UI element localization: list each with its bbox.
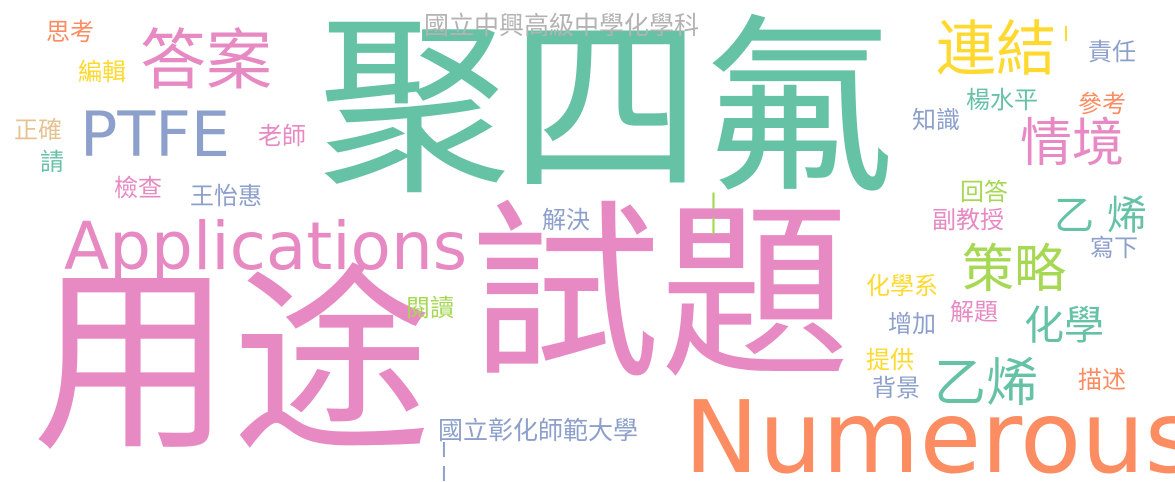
- word-qingjing: 情境: [1020, 114, 1125, 174]
- word-tigong: 提供: [866, 346, 914, 374]
- word-yuedu: 閱讀: [406, 294, 454, 322]
- word-qing: 請: [40, 148, 64, 176]
- word-ptfe: PTFE: [80, 98, 231, 171]
- word-laoshi: 老師: [258, 122, 306, 150]
- word-numeral-three: III: [432, 438, 456, 482]
- word-yongtu: 用途: [32, 247, 433, 480]
- word-bianji: 編輯: [78, 58, 126, 86]
- word-zhishi: 知識: [912, 106, 960, 134]
- word-applications: Applications: [64, 208, 468, 285]
- word-zeren: 責任: [1088, 38, 1136, 66]
- word-numerous: Numerous: [684, 379, 1175, 482]
- word-sikao: 思考: [46, 18, 94, 46]
- word-fujiaoshou: 副教授: [932, 206, 1004, 234]
- word-wang-yihui: 王怡惠: [190, 182, 262, 210]
- word-shiti: 試題: [470, 184, 851, 405]
- word-numeral-one: I: [1063, 22, 1069, 46]
- word-zengjia: 增加: [888, 310, 936, 338]
- word-lianjie: 連結: [936, 15, 1056, 85]
- word-huaxuexi: 化學系: [866, 272, 938, 300]
- word-zhongxing-school: 國立中興高級中學化學科: [424, 11, 700, 40]
- word-huaxue: 化學: [1024, 303, 1104, 349]
- word-yi-xi-spaced: 乙 烯: [1054, 193, 1147, 239]
- word-jieti: 解題: [950, 298, 998, 326]
- word-beijing: 背景: [872, 374, 920, 402]
- word-jiancha: 檢查: [114, 174, 162, 202]
- word-miaoshu: 描述: [1078, 366, 1126, 394]
- word-huida: 回答: [960, 178, 1008, 206]
- word-xiexia: 寫下: [1090, 234, 1138, 262]
- word-yixi: 乙烯: [934, 354, 1039, 414]
- word-daan: 答案: [140, 22, 272, 99]
- word-cankao: 參考: [1078, 90, 1126, 118]
- word-numeral-two: II: [701, 190, 726, 240]
- word-celue: 策略: [962, 240, 1067, 300]
- word-jusifu: 聚四氟: [318, 0, 894, 221]
- word-zhengque: 正確: [14, 116, 62, 144]
- word-changhua-university: 國立彰化師範大學: [438, 416, 639, 445]
- word-jiejue: 解決: [542, 206, 590, 234]
- word-yang-shuiping: 楊水平: [966, 86, 1038, 114]
